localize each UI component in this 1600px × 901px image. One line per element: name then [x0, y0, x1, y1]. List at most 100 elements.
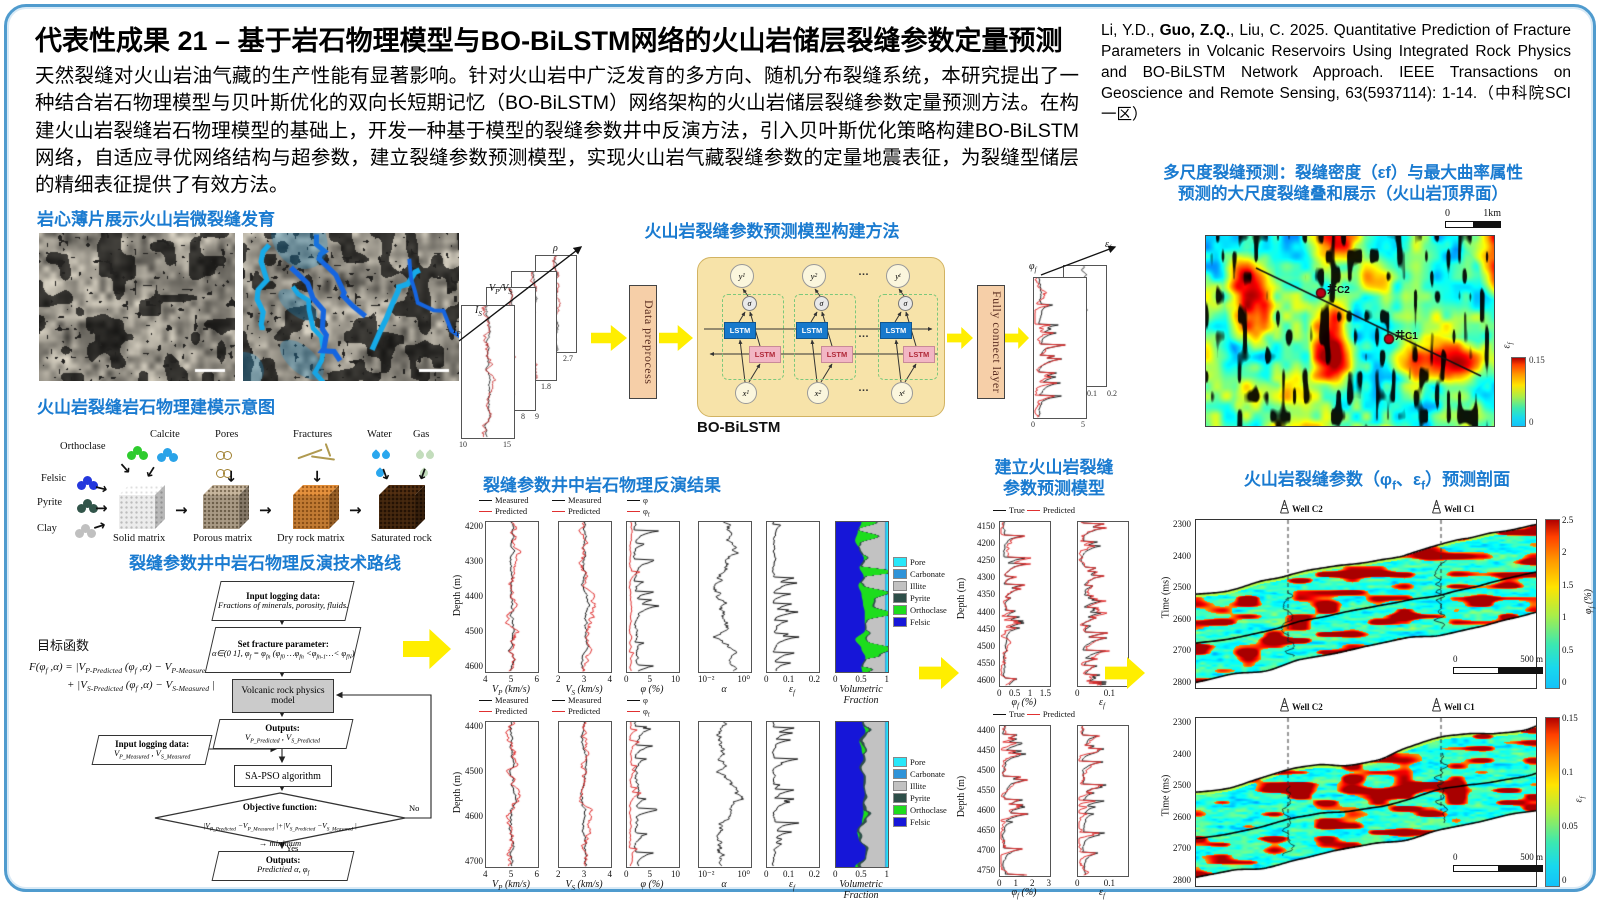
saturated-rock-cube: [379, 485, 425, 529]
map-well-c2-label: 井C2: [1327, 285, 1350, 296]
legend-phi-1: φ φf: [627, 495, 650, 520]
seismic-profile-phif: [1195, 519, 1537, 689]
arrow-fractures: →: [308, 469, 327, 483]
legend-item: Felsic: [893, 817, 947, 827]
well-c2-marker-1: Well C2: [1279, 499, 1323, 514]
well-inversion-row-1: Measured Predicted Measured Predicted φ φf …: [452, 495, 947, 706]
profile-cb-label-2: εf: [1573, 796, 1587, 803]
legend-item: Illite: [893, 581, 947, 591]
tick-rho: 2.7: [563, 354, 573, 363]
legend-vs-2: Measured Predicted: [552, 695, 602, 717]
panel-ef-pred-1: [1077, 521, 1129, 687]
map-scale-bar: 0 1km: [1445, 208, 1501, 228]
flow-n5-body: VP_Measured , VS_Measured: [113, 747, 191, 761]
heading-inversion-flow: 裂缝参数井中岩石物理反演技术路线: [129, 554, 401, 573]
input-log-ip: [461, 305, 515, 439]
well-c2-marker-2: Well C2: [1279, 697, 1323, 712]
map-cb-max: 0.15: [1529, 355, 1545, 365]
panel-ef-row1: [766, 521, 820, 673]
bilstm-sigma-1: σ: [742, 296, 757, 311]
legend-true-pred-1: True Predicted: [993, 505, 1075, 516]
xlabel-vp-2: VP (km/s): [492, 879, 530, 892]
legend-true-pred-2: True Predicted: [993, 709, 1075, 720]
bilstm-sigma-3: σ: [898, 296, 913, 311]
gas-label: Gas: [413, 429, 430, 440]
pores-icon: [216, 447, 232, 483]
xlabel-vol-1: Volumetric Fraction: [839, 684, 883, 706]
panel-phif-pred-1: [999, 521, 1051, 687]
lstm-backward-3: LSTM: [903, 346, 935, 363]
bilstm-dots-top: …: [858, 266, 869, 278]
flow-node-outputs-1: Outputs: VP_Predicted , VS_Predicted: [212, 719, 354, 749]
orthoclase-dots-icon: [127, 451, 136, 460]
mineral-label-felsic: Felsic: [41, 473, 67, 484]
bilstm-cell-3: [878, 294, 938, 380]
flow-arrow-4: [1005, 327, 1029, 349]
tick: 4500: [465, 766, 483, 776]
map-well-c1-label: 井C1: [1395, 331, 1418, 342]
flow-node-sapso: SA-PSO algorithm: [234, 765, 332, 787]
xlabel-alpha-2: α: [721, 879, 727, 890]
abstract-text: 天然裂缝对火山岩油气藏的生产性能有显著影响。针对火山岩中广泛发育的多方向、随机分…: [35, 65, 1079, 197]
fractures-label: Fractures: [293, 429, 333, 440]
output-tick-01: 0.1: [1087, 389, 1097, 398]
bilstm-caption: BO-BiLSTM: [697, 419, 781, 436]
xticks-alpha-2: 10⁻² 10⁰: [698, 869, 750, 879]
objective-function-label: 目标函数: [37, 638, 90, 653]
profile-scale-bar-1: 0 500 m: [1453, 654, 1543, 674]
legend-item: Orthoclase: [893, 605, 947, 615]
xlabel-phi-2: φ (%): [640, 879, 664, 890]
panel-vp-row2: [485, 721, 539, 868]
tick: 4300: [465, 556, 483, 566]
fully-connect-layer-box: Fully connect layer: [977, 285, 1005, 399]
thin-section-image-1: [39, 233, 235, 381]
pred-xticks-ef-1: 0 0.1: [1075, 688, 1115, 698]
xticks-ef-2: 0 0.1 0.2: [764, 869, 820, 879]
porous-matrix-cube: [203, 485, 249, 529]
panel-ef-pred-2: [1077, 725, 1129, 877]
pred-depth-ticks-2: 4400 4450 4500 4550 4600 4650 4700 4750: [977, 725, 995, 875]
arrow-pores: →: [222, 469, 241, 483]
pred-xlabel-ef-1: εf: [1099, 697, 1105, 710]
clay-dots-icon: [75, 529, 84, 538]
fracture-density-map: [1205, 235, 1495, 427]
xlabel-vs-2: VS (km/s): [565, 879, 603, 892]
output-label-phif: φf: [1029, 261, 1037, 274]
xlabel-alpha-1: α: [721, 684, 727, 695]
flowchart-connectors: [154, 618, 432, 850]
prediction-pair-2: True Predicted Depth (m) 4400 4450 4500 455…: [956, 709, 1153, 900]
dry-rock-cube: [293, 485, 339, 529]
arrow-clay: →: [90, 515, 109, 537]
legend-vp-2: Measured Predicted: [479, 695, 529, 717]
profile-cb-label-1: φf (%): [1583, 589, 1596, 614]
legend-item: Orthoclase: [893, 805, 947, 815]
heading-multiscale: 多尺度裂缝预测：裂缝密度（εf）与最大曲率属性 预测的大尺度裂缝叠和展示（火山岩顶…: [1163, 164, 1523, 203]
xticks-vol-2: 0 0.5 1: [833, 869, 889, 879]
stage-label-solid: Solid matrix: [113, 533, 166, 544]
tick: 4200: [465, 521, 483, 531]
bilstm-dots-mid: …: [858, 328, 869, 340]
heading-prediction-model: 建立火山岩裂缝 参数预测模型: [994, 458, 1114, 499]
flow-n7-title: Objective function:: [242, 802, 318, 812]
output-log-stack: φf εf 0 5 0.1 0.2: [1029, 239, 1129, 433]
tick-ip-10: 10: [459, 440, 467, 449]
legend-phi-2: φ φf: [627, 695, 650, 720]
mineral-label-pyrite: Pyrite: [37, 497, 63, 508]
panel-vp-row1: [485, 521, 539, 673]
volfrac-legend: Pore Carbonate Illite Pyrite Orthoclase Felsi…: [893, 557, 947, 629]
arrow-calcite: →: [140, 461, 163, 483]
well-c1-marker-2: Well C1: [1431, 697, 1475, 712]
lstm-forward-3: LSTM: [880, 322, 912, 339]
well-inversion-row-2: Measured Predicted Measured Predicted φ φf …: [452, 695, 947, 901]
flow-node-input-logging-1: Input logging data: Fractions of minerals…: [211, 581, 355, 621]
heading-model-build: 火山岩裂缝参数预测模型构建方法: [644, 222, 900, 241]
depth-ticks-row1: 4200 4300 4400 4500 4600: [457, 521, 483, 671]
profile-section-1: Well C2 Well C1 Time (ms) 2300 2400 2500 26…: [1153, 497, 1599, 695]
arrow-stage-2: →: [259, 501, 272, 519]
legend-item: Pyrite: [893, 593, 947, 603]
profile-section-2: Well C2 Well C1 Time (ms) 2300 2400 2500 26…: [1153, 695, 1599, 893]
